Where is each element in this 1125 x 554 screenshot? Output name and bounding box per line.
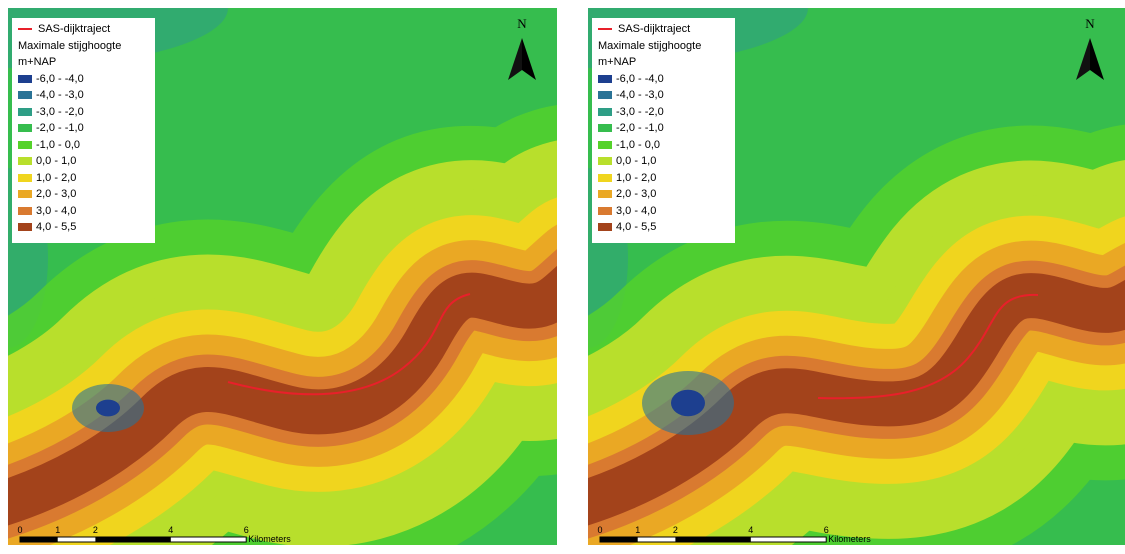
legend-label: 4,0 - 5,5: [616, 221, 656, 233]
legend-row: 1,0 - 2,0: [18, 170, 149, 187]
legend-label: 2,0 - 3,0: [36, 188, 76, 200]
scale-segment: [20, 537, 58, 542]
scale-label: 0: [17, 525, 22, 535]
legend-label: -2,0 - -1,0: [616, 122, 664, 134]
scale-unit: Kilometers: [248, 534, 291, 544]
legend-row: 2,0 - 3,0: [18, 186, 149, 203]
legend-swatch: [598, 157, 612, 165]
legend-line: [598, 28, 612, 30]
legend-swatch: [598, 141, 612, 149]
scale-label: 1: [635, 525, 640, 535]
legend-swatch: [598, 108, 612, 116]
legend-swatch: [18, 124, 32, 132]
legend-label: 1,0 - 2,0: [36, 172, 76, 184]
scale-label: 0: [597, 525, 602, 535]
legend-label: -4,0 - -3,0: [616, 89, 664, 101]
legend-label: 3,0 - 4,0: [616, 205, 656, 217]
legend-swatch: [18, 207, 32, 215]
scale-label: 1: [55, 525, 60, 535]
legend-label: 0,0 - 1,0: [36, 155, 76, 167]
legend-swatch: [598, 124, 612, 132]
legend-swatch: [598, 174, 612, 182]
legend-line: [18, 28, 32, 30]
scale-unit: Kilometers: [828, 534, 871, 544]
legend-title: Maximale stijghoogte: [18, 38, 149, 55]
legend-label: 0,0 - 1,0: [616, 155, 656, 167]
legend-row: 1,0 - 2,0: [598, 170, 729, 187]
legend-row: 4,0 - 5,5: [18, 219, 149, 236]
legend-row: 3,0 - 4,0: [598, 203, 729, 220]
legend-label: -4,0 - -3,0: [36, 89, 84, 101]
legend-swatch: [18, 157, 32, 165]
legend-row: -3,0 - -2,0: [598, 104, 729, 121]
legend-swatch: [18, 91, 32, 99]
north-label: N: [1085, 16, 1095, 31]
scale-segment: [600, 537, 638, 542]
legend-label: -3,0 - -2,0: [616, 106, 664, 118]
legend-title: Maximale stijghoogte: [598, 38, 729, 55]
legend-row: 0,0 - 1,0: [18, 153, 149, 170]
legend-swatch: [18, 190, 32, 198]
legend-swatch: [18, 108, 32, 116]
legend-row: -2,0 - -1,0: [18, 120, 149, 137]
legend-row: -3,0 - -2,0: [18, 104, 149, 121]
scale-segment: [95, 537, 170, 542]
scale-segment: [675, 537, 750, 542]
legend-row: -6,0 - -4,0: [18, 71, 149, 88]
scale-label: 4: [748, 525, 753, 535]
legend-row: -2,0 - -1,0: [598, 120, 729, 137]
legend-swatch: [598, 223, 612, 231]
legend-label: -6,0 - -4,0: [36, 73, 84, 85]
legend-label: 1,0 - 2,0: [616, 172, 656, 184]
legend-label: 4,0 - 5,5: [36, 221, 76, 233]
legend-row: -4,0 - -3,0: [598, 87, 729, 104]
legend-row: SAS-dijktraject: [598, 21, 729, 38]
legend-row: SAS-dijktraject: [18, 21, 149, 38]
legend-label: -2,0 - -1,0: [36, 122, 84, 134]
legend-row: -4,0 - -3,0: [18, 87, 149, 104]
scale-label: 2: [93, 525, 98, 535]
legend-swatch: [598, 190, 612, 198]
legend-unit: m+NAP: [598, 54, 729, 71]
north-label: N: [517, 16, 527, 31]
legend-swatch: [598, 75, 612, 83]
legend-swatch: [18, 174, 32, 182]
legend-swatch: [18, 75, 32, 83]
page: N01246KilometersSAS-dijktrajectMaximale …: [0, 0, 1125, 554]
legend-row: -1,0 - 0,0: [598, 137, 729, 154]
scale-label: 4: [168, 525, 173, 535]
legend-label: SAS-dijktraject: [618, 23, 690, 35]
legend-label: -6,0 - -4,0: [616, 73, 664, 85]
legend-label: -1,0 - 0,0: [36, 139, 80, 151]
depression-core: [96, 400, 120, 417]
legend-unit: m+NAP: [18, 54, 149, 71]
legend-swatch: [18, 141, 32, 149]
legend-row: 2,0 - 3,0: [598, 186, 729, 203]
legend-row: 4,0 - 5,5: [598, 219, 729, 236]
legend-label: -3,0 - -2,0: [36, 106, 84, 118]
legend-label: 2,0 - 3,0: [616, 188, 656, 200]
legend-swatch: [18, 223, 32, 231]
legend-label: SAS-dijktraject: [38, 23, 110, 35]
legend-label: -1,0 - 0,0: [616, 139, 660, 151]
legend-swatch: [598, 91, 612, 99]
legend-swatch: [598, 207, 612, 215]
legend-row: -1,0 - 0,0: [18, 137, 149, 154]
legend-row: 0,0 - 1,0: [598, 153, 729, 170]
legend-row: 3,0 - 4,0: [18, 203, 149, 220]
legend-row: -6,0 - -4,0: [598, 71, 729, 88]
legend-label: 3,0 - 4,0: [36, 205, 76, 217]
scale-label: 2: [673, 525, 678, 535]
depression-core: [671, 390, 705, 416]
